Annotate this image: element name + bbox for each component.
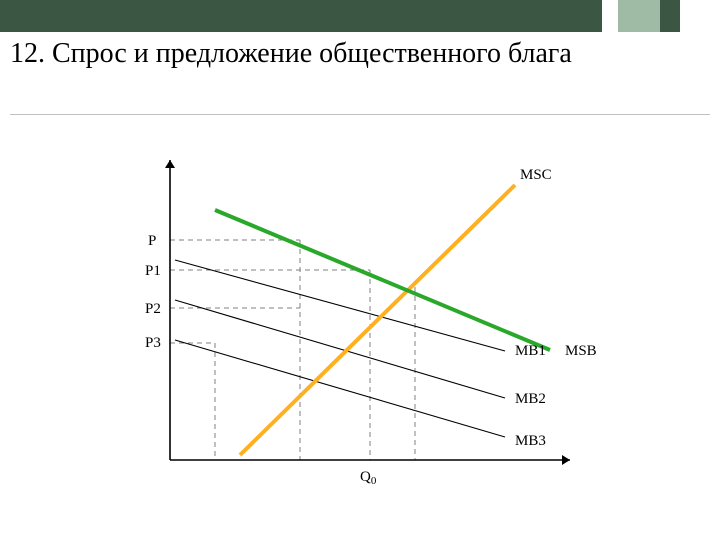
title-underline [10, 114, 710, 115]
svg-text:MSC: MSC [520, 167, 552, 183]
diagram-svg: P P1 P2 P3 MSC MB1 MSB MB2 MB3 Q0 [120, 155, 650, 505]
svg-text:P2: P2 [145, 301, 161, 317]
svg-text:MB1: MB1 [515, 343, 546, 359]
svg-text:P3: P3 [145, 335, 161, 351]
svg-text:P1: P1 [145, 263, 161, 279]
page-title: 12. Спрос и предложение общественного бл… [10, 38, 710, 70]
svg-text:MB2: MB2 [515, 391, 546, 407]
supply-demand-diagram: P P1 P2 P3 MSC MB1 MSB MB2 MB3 Q0 [120, 155, 650, 505]
svg-text:P: P [148, 233, 156, 249]
header-bar-svg [0, 0, 720, 32]
svg-text:MSB: MSB [565, 343, 597, 359]
svg-text:MB3: MB3 [515, 433, 546, 449]
svg-text:Q0: Q0 [360, 469, 377, 487]
header-bar [0, 0, 720, 32]
slide: 12. Спрос и предложение общественного бл… [0, 0, 720, 540]
